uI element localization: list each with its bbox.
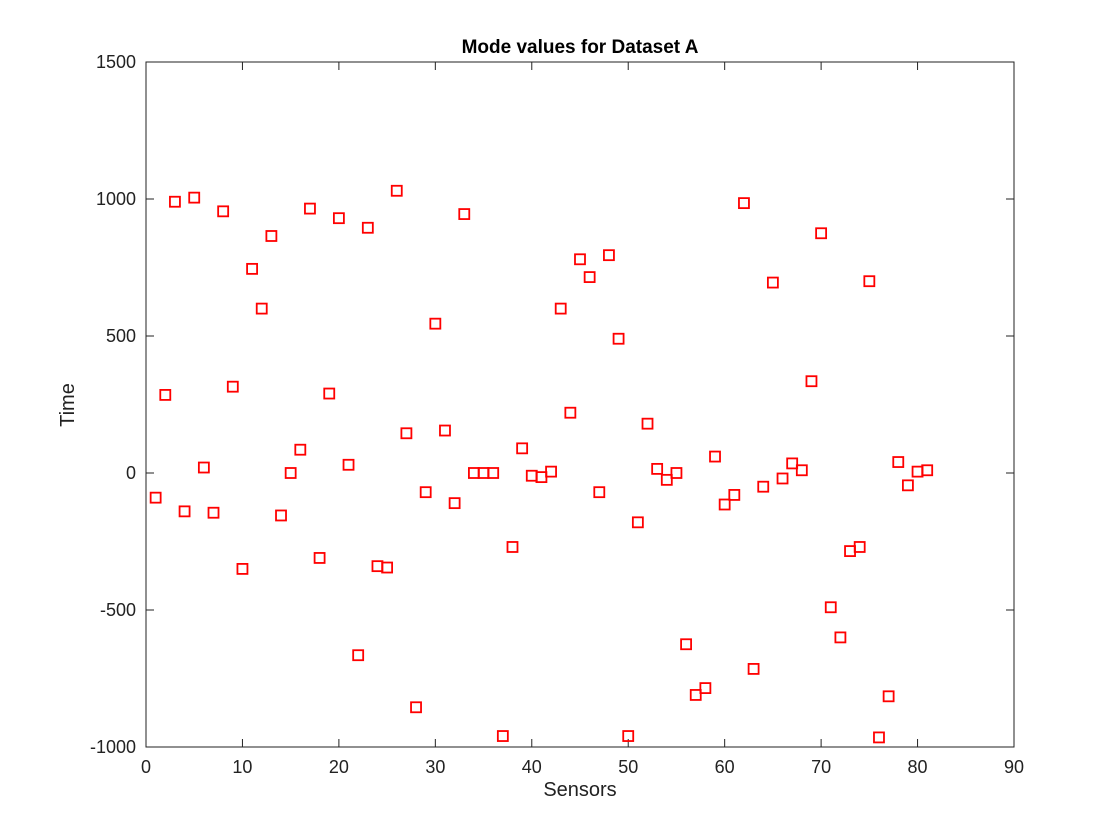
data-point-marker <box>149 491 162 504</box>
data-point-marker <box>506 541 519 553</box>
data-point-marker <box>323 387 336 400</box>
data-point-marker <box>516 442 529 455</box>
data-point-marker <box>554 302 567 315</box>
data-point-marker <box>304 202 316 215</box>
data-point-marker <box>265 230 278 242</box>
y-tick-label: 0 <box>126 463 136 483</box>
x-tick-label: 90 <box>1004 757 1024 777</box>
data-point-marker <box>487 467 500 479</box>
data-point-marker <box>747 663 760 675</box>
data-point-marker <box>603 249 615 262</box>
data-point-marker <box>709 450 721 463</box>
x-axis-title: Sensors <box>543 779 616 801</box>
y-tick-label: 1000 <box>96 189 136 209</box>
data-point-marker <box>757 480 770 493</box>
data-point-marker <box>699 682 712 694</box>
data-point-marker <box>236 563 249 575</box>
data-point-marker <box>612 332 625 345</box>
data-point-marker <box>284 467 297 479</box>
data-point-marker <box>448 497 461 510</box>
data-point-marker <box>545 465 557 478</box>
data-point-marker <box>275 509 287 522</box>
x-tick-label: 80 <box>908 757 928 777</box>
data-point-marker <box>892 456 905 468</box>
data-point-marker <box>255 302 268 315</box>
axis-ticks <box>145 61 1015 748</box>
data-point-marker <box>921 464 934 477</box>
tick-labels: 0 10 20 30 40 50 60 70 80 90 -1000 -500 0 500 1000 1500 <box>90 52 1024 777</box>
x-tick-label: 0 <box>141 757 151 777</box>
data-point-marker <box>197 461 210 474</box>
data-points <box>149 184 934 744</box>
data-point-marker <box>641 417 654 430</box>
data-point-marker <box>795 464 808 477</box>
data-point-marker <box>169 195 181 208</box>
data-point-marker <box>689 689 702 701</box>
data-point-marker <box>776 472 789 485</box>
x-tick-label: 10 <box>232 757 252 777</box>
data-point-marker <box>593 486 606 499</box>
data-point-marker <box>805 375 818 388</box>
data-point-marker <box>670 467 683 479</box>
data-point-marker <box>815 227 828 240</box>
data-point-marker <box>496 730 509 742</box>
data-point-marker <box>786 457 799 470</box>
data-point-marker <box>902 479 914 492</box>
x-tick-label: 70 <box>811 757 831 777</box>
data-point-marker <box>873 731 885 744</box>
data-point-marker <box>313 552 326 564</box>
data-point-marker <box>361 221 374 234</box>
data-point-marker <box>332 212 345 225</box>
chart-title: Mode values for Dataset A <box>462 37 699 58</box>
y-tick-label: -500 <box>100 600 136 620</box>
data-point-marker <box>400 427 413 440</box>
data-point-marker <box>207 506 220 519</box>
data-point-marker <box>853 541 866 553</box>
data-point-marker <box>863 275 876 288</box>
y-tick-label: 500 <box>106 326 136 346</box>
data-point-marker <box>159 389 172 401</box>
data-point-marker <box>660 473 673 486</box>
y-axis-title: Time <box>57 383 79 427</box>
data-point-marker <box>738 197 750 210</box>
data-point-marker <box>574 253 586 266</box>
x-tick-label: 40 <box>522 757 542 777</box>
data-point-marker <box>824 601 837 614</box>
data-point-marker <box>410 701 422 714</box>
x-tick-label: 20 <box>329 757 349 777</box>
data-point-marker <box>352 649 365 662</box>
data-point-marker <box>390 184 403 197</box>
data-point-marker <box>680 638 692 651</box>
data-point-marker <box>217 205 230 218</box>
data-point-marker <box>728 489 741 501</box>
data-point-marker <box>766 276 779 289</box>
data-point-marker <box>834 631 847 644</box>
data-point-marker <box>429 317 442 330</box>
plot-frame <box>145 61 1015 748</box>
data-point-marker <box>342 458 355 471</box>
data-point-marker <box>439 424 451 437</box>
data-point-marker <box>882 690 895 703</box>
data-point-marker <box>718 498 731 511</box>
y-tick-label: -1000 <box>90 737 136 757</box>
data-point-marker <box>631 516 644 529</box>
data-point-marker <box>564 406 577 419</box>
data-point-marker <box>419 486 432 499</box>
data-point-marker <box>226 380 239 393</box>
data-point-marker <box>622 730 635 742</box>
data-point-marker <box>294 443 307 456</box>
data-point-marker <box>188 191 201 204</box>
data-point-marker <box>246 262 258 275</box>
y-tick-label: 1500 <box>96 52 136 72</box>
data-point-marker <box>651 462 664 475</box>
data-point-marker <box>458 208 471 220</box>
data-point-marker <box>381 561 394 574</box>
data-point-marker <box>178 505 191 518</box>
x-tick-label: 30 <box>425 757 445 777</box>
data-point-marker <box>583 271 596 283</box>
x-tick-label: 50 <box>618 757 638 777</box>
x-tick-label: 60 <box>715 757 735 777</box>
